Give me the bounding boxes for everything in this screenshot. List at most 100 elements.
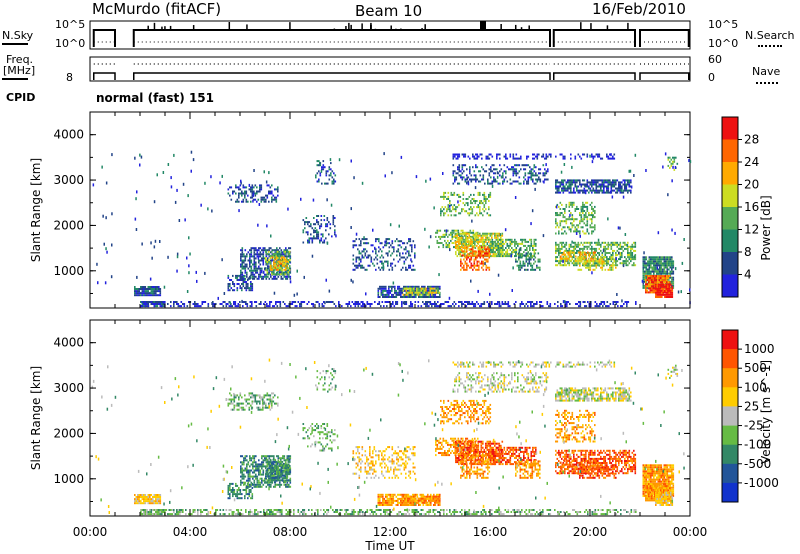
echo-cell <box>321 168 323 171</box>
echo-cell <box>570 185 572 188</box>
echo-cell <box>453 204 456 207</box>
echo-cell <box>147 303 150 305</box>
echo-cell <box>558 247 560 250</box>
echo-cell <box>150 303 153 305</box>
echo-cell <box>494 240 497 243</box>
echo-cell <box>411 260 413 263</box>
echo-cell <box>268 271 271 274</box>
echo-cell <box>233 301 235 303</box>
echo-cell <box>615 187 617 190</box>
echo-cell <box>669 262 672 265</box>
echo-cell <box>569 251 571 254</box>
echo-cell <box>287 269 290 272</box>
echo-cell <box>326 241 329 245</box>
echo-cell <box>458 193 460 196</box>
echo-cell <box>479 232 481 235</box>
echo-cell <box>427 296 429 298</box>
echo-cell <box>597 189 599 192</box>
echo-cell <box>650 256 652 259</box>
echo-cell <box>571 258 574 261</box>
echo-cell <box>388 289 390 292</box>
echo-cell <box>482 238 484 241</box>
echo-cell <box>556 214 559 217</box>
echo-cell <box>577 224 580 227</box>
echo-cell <box>675 156 677 159</box>
echo-cell <box>613 153 616 156</box>
echo-cell <box>395 303 397 305</box>
echo-cell <box>646 275 649 278</box>
echo-cell <box>612 155 614 158</box>
echo-cell <box>576 303 579 305</box>
echo-cell <box>456 255 459 258</box>
echo-cell <box>519 262 522 265</box>
echo-cell <box>645 279 647 282</box>
echo-cell <box>624 233 627 236</box>
echo-cell <box>530 238 533 241</box>
echo-cell <box>285 247 287 250</box>
echo-cell <box>555 260 557 263</box>
echo-cell <box>403 260 406 263</box>
echo-cell <box>605 305 607 308</box>
echo-cell <box>485 252 488 255</box>
echo-cell <box>401 291 404 294</box>
echo-cell <box>529 249 531 251</box>
echo-cell <box>267 305 270 308</box>
echo-cell <box>584 183 586 187</box>
echo-cell <box>573 256 575 259</box>
echo-cell <box>445 246 448 249</box>
echo-cell <box>488 250 491 253</box>
echo-cell <box>574 185 577 188</box>
echo-cell <box>651 256 654 259</box>
echo-cell <box>556 212 559 214</box>
echo-cell <box>568 203 571 206</box>
echo-cell <box>249 277 251 280</box>
echo-cell <box>241 275 244 278</box>
echo-cell <box>477 242 480 245</box>
echo-cell <box>522 262 525 265</box>
echo-cell <box>280 275 283 278</box>
echo-cell <box>580 241 583 244</box>
echo-cell <box>439 296 441 298</box>
echo-cell <box>517 157 519 160</box>
echo-cell <box>458 195 460 198</box>
echo-cell <box>523 176 525 179</box>
echo-cell <box>603 256 605 259</box>
echo-cell <box>153 294 156 297</box>
echo-cell <box>595 181 598 184</box>
echo-cell <box>415 175 418 179</box>
echo-cell <box>153 200 156 204</box>
echo-cell <box>648 285 650 288</box>
echo-cell <box>521 242 524 245</box>
echo-cell <box>322 168 325 171</box>
echo-cell <box>281 273 284 276</box>
echo-cell <box>661 296 663 298</box>
echo-cell <box>622 191 625 194</box>
echo-cell <box>478 155 480 158</box>
echo-cell <box>511 182 513 185</box>
echo-cell <box>186 290 189 293</box>
echo-cell <box>159 294 162 297</box>
echo-cell <box>354 301 357 303</box>
echo-cell <box>287 305 289 308</box>
echo-cell <box>286 271 289 274</box>
echo-cell <box>461 305 463 308</box>
echo-cell <box>258 303 261 305</box>
echo-cell <box>481 262 483 265</box>
echo-cell <box>277 264 280 267</box>
echo-cell <box>533 251 536 254</box>
echo-cell <box>651 277 653 280</box>
echo-cell <box>149 292 151 295</box>
echo-cell <box>651 283 653 286</box>
echo-cell <box>509 178 512 181</box>
echo-cell <box>574 264 577 267</box>
echo-cell <box>662 293 665 296</box>
echo-cell <box>406 296 408 298</box>
echo-cell <box>307 231 309 234</box>
echo-cell <box>250 249 253 252</box>
echo-cell <box>173 303 175 305</box>
echo-cell <box>330 301 333 303</box>
echo-cell <box>147 288 150 290</box>
echo-cell <box>182 303 184 305</box>
echo-cell <box>476 236 478 239</box>
echo-cell <box>137 292 139 295</box>
